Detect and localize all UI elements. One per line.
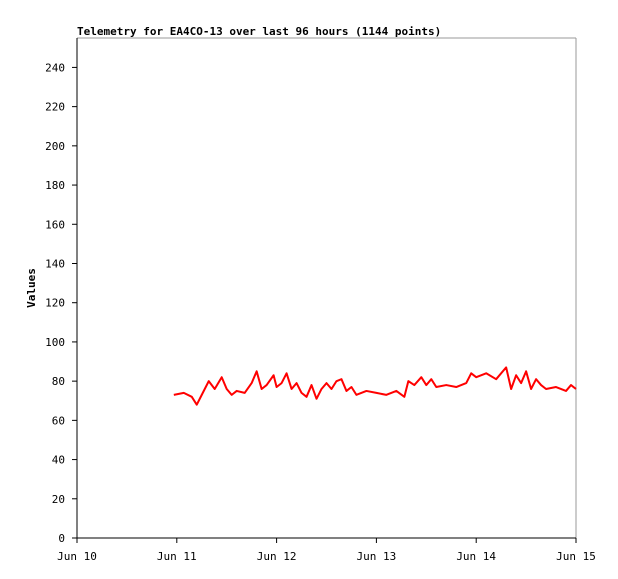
x-tick-label: Jun 12 [257,550,297,563]
x-tick-label: Jun 11 [157,550,197,563]
chart-title: Telemetry for EA4CO-13 over last 96 hour… [77,25,441,38]
y-tick-label: 60 [52,414,65,427]
y-tick-label: 160 [45,218,65,231]
y-tick-label: 100 [45,336,65,349]
y-tick-label: 80 [52,375,65,388]
y-tick-label: 200 [45,140,65,153]
x-tick-label: Jun 15 [556,550,596,563]
x-tick-label: Jun 10 [57,550,97,563]
data-line [173,366,577,406]
y-tick-label: 180 [45,179,65,192]
y-tick-label: 140 [45,257,65,270]
y-tick-label: 120 [45,297,65,310]
x-tick-label: Jun 13 [357,550,397,563]
y-tick-label: 20 [52,493,65,506]
y-tick-label: 240 [45,61,65,74]
y-tick-label: 0 [58,532,65,545]
y-axis-label: Values [25,268,38,308]
y-tick-label: 220 [45,101,65,114]
x-tick-label: Jun 14 [456,550,496,563]
y-tick-label: 40 [52,454,65,467]
